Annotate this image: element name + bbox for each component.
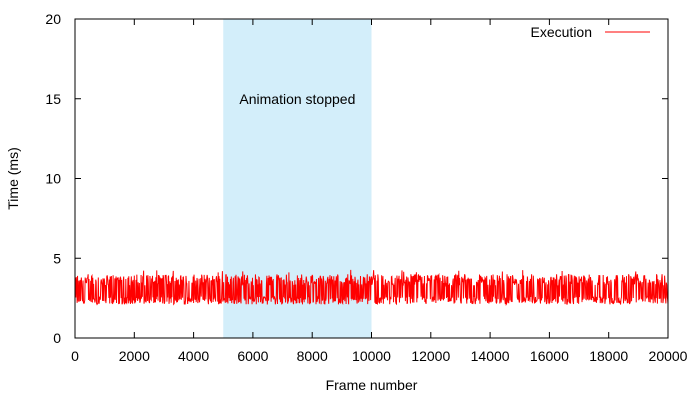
x-tick-label-0: 0 (71, 348, 79, 364)
x-tick-label-20000: 20000 (649, 348, 688, 364)
y-tick-label-0: 0 (53, 330, 61, 346)
x-tick-label-14000: 14000 (471, 348, 510, 364)
x-tick-label-12000: 12000 (411, 348, 450, 364)
legend-label-execution: Execution (531, 24, 592, 40)
x-tick-label-10000: 10000 (352, 348, 391, 364)
series-layer (74, 269, 669, 306)
y-tick-label-20: 20 (45, 11, 61, 27)
x-axis-label: Frame number (326, 377, 418, 393)
x-tick-label-6000: 6000 (237, 348, 268, 364)
x-tick-label-18000: 18000 (589, 348, 628, 364)
axis-ticks (74, 18, 669, 339)
y-axis-label: Time (ms) (5, 147, 21, 209)
x-tick-label-16000: 16000 (530, 348, 569, 364)
x-tick-label-8000: 8000 (297, 348, 328, 364)
axis-tick-labels: 0 2000 4000 6000 8000 10000 12000 14000 16000 180… (45, 11, 687, 364)
legend: Execution (531, 24, 650, 40)
x-tick-label-2000: 2000 (119, 348, 150, 364)
y-tick-label-10: 10 (45, 171, 61, 187)
y-tick-label-5: 5 (53, 250, 61, 266)
annotation-label: Animation stopped (239, 91, 355, 107)
y-tick-label-15: 15 (45, 91, 61, 107)
series-line-execution (74, 269, 669, 306)
x-tick-label-4000: 4000 (178, 348, 209, 364)
